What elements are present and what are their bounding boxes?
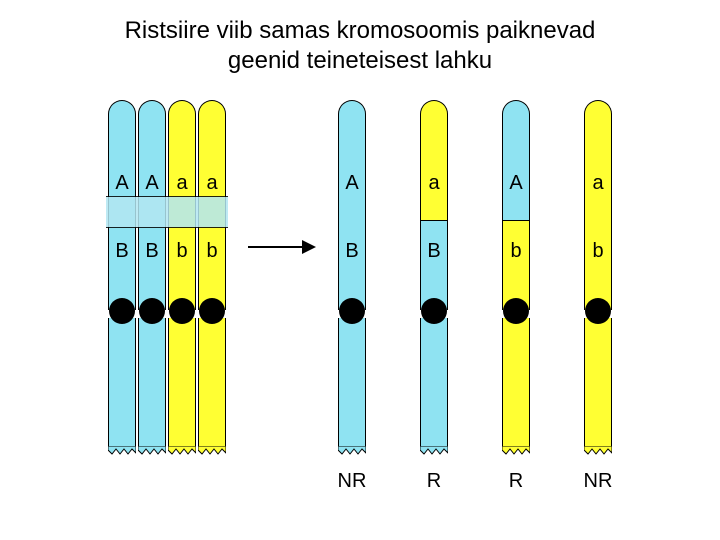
gene-b-label: b	[584, 240, 612, 263]
gene-a-label: a	[168, 172, 196, 195]
chromatid-bottom-arm	[168, 318, 196, 448]
chromatid-lower-segment	[502, 220, 530, 310]
gene-b-label: b	[168, 240, 196, 263]
centromere	[169, 298, 195, 324]
centromere	[421, 298, 447, 324]
telomere-icon	[138, 446, 166, 456]
centromere	[199, 298, 225, 324]
gene-a-label: a	[198, 172, 226, 195]
recombination-label: NR	[578, 470, 618, 493]
telomere-icon	[338, 446, 366, 456]
crossover-region	[106, 196, 228, 228]
centromere	[109, 298, 135, 324]
gene-b-label: B	[338, 240, 366, 263]
chromatid-bottom-arm	[108, 318, 136, 448]
gene-b-label: b	[198, 240, 226, 263]
telomere-icon	[168, 446, 196, 456]
diagram-title: Ristsiire viib samas kromosoomis paiknev…	[0, 16, 720, 76]
gene-b-label: B	[108, 240, 136, 263]
recombination-label: R	[496, 470, 536, 493]
gene-a-label: a	[584, 172, 612, 195]
recombination-label: NR	[332, 470, 372, 493]
centromere	[585, 298, 611, 324]
arrow-head-icon	[302, 240, 316, 254]
chromatid-lower-segment	[420, 220, 448, 310]
telomere-icon	[108, 446, 136, 456]
title-line-2: geenid teineteisest lahku	[228, 47, 492, 74]
chromatid-bottom-arm	[338, 318, 366, 448]
centromere	[503, 298, 529, 324]
gene-a-label: A	[138, 172, 166, 195]
centromere	[339, 298, 365, 324]
chromatid-top-arm	[584, 100, 612, 310]
chromatid-bottom-arm	[138, 318, 166, 448]
gene-b-label: B	[420, 240, 448, 263]
gene-a-label: A	[502, 172, 530, 195]
telomere-icon	[420, 446, 448, 456]
gene-b-label: b	[502, 240, 530, 263]
chromatid-bottom-arm	[502, 318, 530, 448]
gene-b-label: B	[138, 240, 166, 263]
gene-a-label: A	[338, 172, 366, 195]
telomere-icon	[502, 446, 530, 456]
recombination-label: R	[414, 470, 454, 493]
telomere-icon	[198, 446, 226, 456]
chromatid-upper-segment	[502, 100, 530, 220]
gene-a-label: a	[420, 172, 448, 195]
chromatid-bottom-arm	[420, 318, 448, 448]
chromatid-bottom-arm	[584, 318, 612, 448]
gene-a-label: A	[108, 172, 136, 195]
centromere	[139, 298, 165, 324]
chromatid-upper-segment	[420, 100, 448, 220]
chromatid-bottom-arm	[198, 318, 226, 448]
chromosome-diagram: A B A Ba b a b A B NR a B R Ab Ra b NR	[0, 100, 720, 520]
chromatid-top-arm	[338, 100, 366, 310]
telomere-icon	[584, 446, 612, 456]
title-line-1: Ristsiire viib samas kromosoomis paiknev…	[125, 17, 596, 44]
arrow-line	[248, 246, 304, 248]
